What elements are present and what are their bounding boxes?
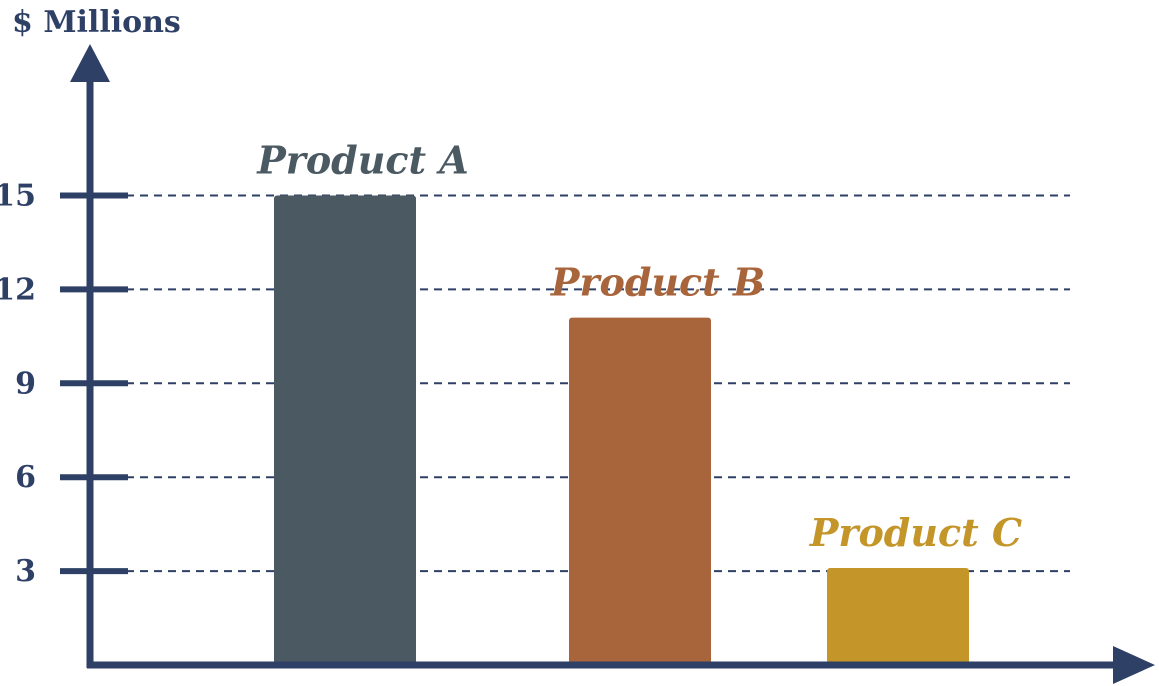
- y-axis-label: $ Millions: [12, 5, 181, 40]
- y-tick-label: 9: [15, 366, 36, 401]
- bar: [569, 317, 711, 665]
- y-tick-label: 12: [0, 272, 36, 307]
- y-ticks: 3 6 9 12 15: [0, 179, 128, 589]
- bar: [274, 195, 416, 665]
- bars: [274, 195, 969, 665]
- bar: [827, 567, 969, 665]
- y-tick-label: 3: [15, 554, 36, 589]
- y-tick-label: 6: [15, 460, 36, 495]
- y-tick-label: 15: [0, 179, 36, 214]
- bar-labels: Product A Product B Product C: [256, 138, 1022, 555]
- bar-label: Product B: [550, 260, 765, 305]
- y-axis-arrow-icon: [70, 44, 110, 82]
- bar-label: Product C: [809, 510, 1022, 555]
- bar-label: Product A: [256, 138, 469, 183]
- x-axis-arrow-icon: [1113, 646, 1155, 684]
